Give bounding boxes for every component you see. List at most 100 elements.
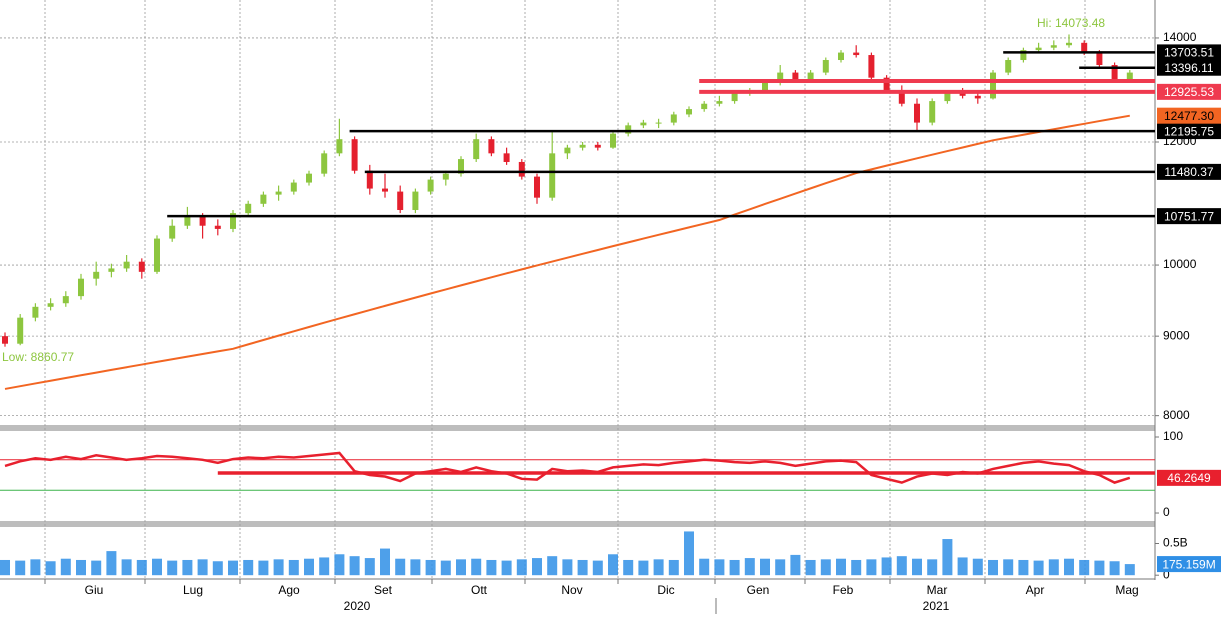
candle-body <box>1005 60 1012 73</box>
volume-bar <box>532 558 542 576</box>
candle-body <box>321 153 328 174</box>
level-label: 13396.11 <box>1164 61 1213 75</box>
volume-bar <box>380 548 390 576</box>
candle-body <box>260 194 267 204</box>
volume-tick-label: 0.5B <box>1163 536 1188 550</box>
volume-bar <box>76 559 86 576</box>
volume-bar <box>152 558 162 576</box>
volume-bar <box>562 559 573 576</box>
candle-body <box>412 191 419 210</box>
candle-body <box>777 72 784 83</box>
candle-body <box>290 182 297 192</box>
volume-bar <box>136 559 147 576</box>
volume-bar <box>912 558 922 576</box>
candle-body <box>351 139 358 171</box>
volume-bar <box>486 559 497 576</box>
candle-body <box>974 95 981 99</box>
high-annotation: Hi: 14073.48 <box>1037 16 1105 30</box>
volume-bar <box>471 558 482 576</box>
candle-body <box>564 147 571 154</box>
candle-body <box>868 55 875 78</box>
x-tick-label: Nov <box>561 583 582 597</box>
level-label: 10751.77 <box>1164 209 1214 223</box>
candle-body <box>138 261 145 272</box>
volume-bar <box>15 560 26 576</box>
volume-bar <box>334 554 345 576</box>
candle-body <box>2 336 8 344</box>
volume-bar <box>1003 559 1014 576</box>
volume-bar <box>577 559 588 576</box>
candle-body <box>1111 65 1118 81</box>
y-tick-label: 14000 <box>1163 30 1197 44</box>
volume-bar <box>957 557 968 576</box>
volume-bar <box>349 556 360 576</box>
level-label: 13703.51 <box>1164 46 1214 60</box>
candle-body <box>123 261 130 269</box>
candle-body <box>78 278 84 297</box>
volume-tick-label: 0 <box>1163 567 1170 581</box>
candle-body <box>214 225 221 229</box>
candle-body <box>655 122 662 124</box>
candle-body <box>275 191 282 195</box>
candle-body <box>610 133 616 148</box>
candle-body <box>670 114 677 123</box>
candle-body <box>488 139 495 154</box>
candle-body <box>230 213 236 229</box>
candle-body <box>944 93 951 102</box>
candle-body <box>306 173 312 183</box>
level-label-box <box>1157 208 1221 225</box>
candle-body <box>336 139 343 154</box>
volume-bar <box>1033 560 1044 576</box>
ma-label: 12477.30 <box>1164 109 1214 123</box>
rsi-label: 46.2649 <box>1167 471 1211 485</box>
candle-body <box>473 139 480 160</box>
candle-body <box>108 268 115 272</box>
volume-bar <box>440 560 451 576</box>
volume-label: 175.159M <box>1162 557 1215 571</box>
candle-body <box>397 191 404 210</box>
level-label: 12195.75 <box>1164 124 1214 138</box>
volume-bar <box>1109 561 1120 576</box>
volume-bar <box>1124 564 1135 576</box>
volume-bar <box>623 559 634 576</box>
x-tick-label: Gen <box>747 583 770 597</box>
y-tick-label: 9000 <box>1163 328 1190 342</box>
volume-bar <box>273 559 284 576</box>
candle-body <box>914 103 920 123</box>
volume-bar <box>866 559 877 576</box>
x-tick-label: Apr <box>1026 583 1045 597</box>
volume-bar <box>319 557 330 576</box>
volume-bar <box>638 560 649 576</box>
x-tick-label: Ott <box>471 583 488 597</box>
volume-bar <box>972 558 983 576</box>
volume-bar <box>729 559 740 576</box>
candle-body <box>503 153 510 162</box>
volume-bar <box>1079 559 1090 576</box>
volume-bar <box>608 554 618 576</box>
candle-body <box>1096 52 1103 66</box>
candle-body <box>762 82 768 91</box>
volume-bar <box>425 559 436 576</box>
candle-body <box>625 125 632 134</box>
volume-bar <box>410 559 421 576</box>
candle-body <box>686 109 692 115</box>
candle-body <box>17 317 24 344</box>
x-tick-label: Set <box>374 583 393 597</box>
x-tick-label: Giu <box>85 583 104 597</box>
candle-body <box>154 238 160 272</box>
candle-body <box>883 77 890 91</box>
candle-body <box>959 93 966 96</box>
volume-bar <box>1018 559 1029 576</box>
x-tick-label: Feb <box>833 583 854 597</box>
low-annotation: Low: 8860.77 <box>2 350 74 364</box>
candle-body <box>1081 42 1088 53</box>
candle-body <box>1050 45 1057 48</box>
candle-body <box>929 101 936 123</box>
ma-label-box <box>1157 107 1221 124</box>
volume-bar <box>0 559 10 576</box>
volume-bar <box>364 558 375 576</box>
candle-body <box>93 271 100 279</box>
volume-bar <box>744 558 755 576</box>
level-label: 12925.53 <box>1164 85 1214 99</box>
